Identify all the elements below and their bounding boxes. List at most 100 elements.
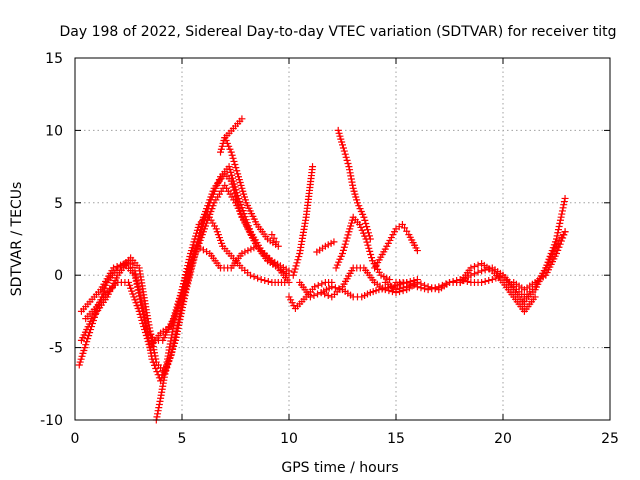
data-point: [467, 264, 475, 272]
data-point: [155, 400, 163, 408]
data-point: [556, 240, 564, 248]
data-point: [139, 319, 147, 327]
data-point: [270, 234, 278, 242]
data-point: [135, 307, 143, 315]
series-track-5: [152, 210, 289, 424]
data-point: [132, 274, 140, 282]
data-point: [314, 281, 322, 289]
series-track-19: [456, 260, 539, 315]
data-point: [481, 277, 489, 285]
data-point: [364, 229, 372, 237]
data-point: [366, 235, 374, 243]
data-point: [388, 288, 396, 296]
data-point: [170, 319, 178, 327]
data-point: [154, 410, 162, 418]
tick-labels: 0 5 10 15 20 25 -10 -5 0 5 10 15: [40, 51, 619, 447]
data-point: [558, 210, 566, 218]
y-tick-label: 0: [54, 268, 63, 284]
data-point: [138, 316, 146, 324]
data-point: [229, 154, 237, 162]
data-point: [310, 291, 318, 299]
data-point: [417, 284, 425, 292]
data-point: [341, 150, 349, 158]
data-point: [133, 280, 141, 288]
data-point: [172, 336, 180, 344]
data-point: [233, 167, 241, 175]
data-point: [186, 252, 194, 260]
data-point: [141, 329, 149, 337]
data-point: [348, 178, 356, 186]
data-point: [232, 164, 240, 172]
data-point: [182, 271, 190, 279]
data-point: [318, 280, 326, 288]
data-point: [174, 301, 182, 309]
data-point: [365, 244, 373, 252]
data-point: [553, 235, 560, 243]
data-point: [137, 313, 145, 321]
data-point: [364, 226, 372, 234]
data-point: [153, 413, 161, 421]
data-point: [413, 247, 421, 255]
data-point: [428, 285, 436, 293]
data-point: [247, 245, 255, 253]
data-point: [136, 295, 144, 303]
x-tick-label: 15: [387, 431, 405, 447]
data-point: [181, 274, 189, 282]
data-point: [438, 281, 446, 289]
data-point: [140, 322, 148, 330]
data-point: [470, 270, 478, 278]
y-tick-label: 5: [54, 196, 63, 212]
data-point: [154, 407, 162, 415]
data-point: [346, 169, 354, 177]
data-point: [294, 256, 302, 264]
data-point: [172, 313, 180, 321]
series-track-21: [520, 228, 569, 301]
data-point: [557, 237, 565, 245]
data-point: [559, 204, 567, 212]
data-point: [185, 256, 193, 264]
data-point: [177, 292, 185, 300]
data-point: [184, 262, 192, 270]
x-tick-label: 0: [71, 431, 80, 447]
data-point: [424, 286, 432, 294]
data-point: [250, 244, 258, 252]
data-point: [363, 223, 371, 231]
data-point: [179, 280, 187, 288]
y-tick-label: -10: [40, 413, 63, 429]
data-point: [413, 283, 421, 291]
data-point: [344, 231, 352, 239]
data-point: [132, 277, 140, 285]
data-point: [135, 292, 143, 300]
data-point: [274, 242, 282, 250]
data-point: [344, 159, 352, 167]
grid: [75, 58, 610, 420]
data-point: [179, 283, 187, 291]
data-point: [175, 298, 183, 306]
data-point: [231, 161, 239, 169]
data-point: [470, 263, 478, 271]
data-point: [558, 207, 566, 215]
data-point: [184, 259, 192, 267]
x-tick-label: 10: [280, 431, 298, 447]
data-point: [295, 253, 303, 261]
data-point: [178, 286, 186, 294]
data-point: [431, 284, 439, 292]
data-point: [324, 291, 332, 299]
data-point: [152, 364, 160, 372]
data-point: [237, 201, 245, 209]
data-point: [182, 268, 190, 276]
data-point: [385, 287, 393, 295]
plot-marks: [75, 115, 569, 424]
data-point: [314, 290, 322, 298]
data-point: [134, 286, 142, 294]
data-point: [235, 195, 243, 203]
data-point: [560, 231, 568, 239]
data-point: [531, 293, 539, 301]
data-point: [272, 238, 280, 246]
data-point: [554, 226, 562, 234]
data-point: [403, 278, 411, 286]
x-tick-label: 25: [601, 431, 619, 447]
data-point: [343, 234, 351, 242]
data-point: [556, 216, 564, 224]
